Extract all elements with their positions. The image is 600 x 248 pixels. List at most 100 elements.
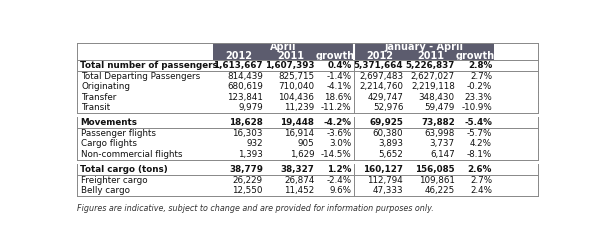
Text: 16,914: 16,914 — [284, 129, 314, 138]
Text: 38,327: 38,327 — [281, 165, 314, 174]
Text: 73,882: 73,882 — [421, 118, 455, 127]
Text: 18,628: 18,628 — [229, 118, 263, 127]
Text: 38,779: 38,779 — [229, 165, 263, 174]
Text: Total Departing Passengers: Total Departing Passengers — [81, 72, 200, 81]
Text: 814,439: 814,439 — [227, 72, 263, 81]
Text: 9.6%: 9.6% — [329, 186, 352, 195]
Text: 2011: 2011 — [277, 51, 304, 61]
Text: 59,479: 59,479 — [424, 103, 455, 112]
Text: 5,652: 5,652 — [379, 150, 403, 159]
Text: 825,715: 825,715 — [278, 72, 314, 81]
Text: January - April: January - April — [384, 42, 463, 52]
Text: 112,794: 112,794 — [367, 176, 403, 185]
Text: 5,226,837: 5,226,837 — [406, 61, 455, 70]
Text: 26,874: 26,874 — [284, 176, 314, 185]
Bar — [213, 51, 265, 60]
Text: 0.4%: 0.4% — [328, 61, 352, 70]
Text: -14.5%: -14.5% — [321, 150, 352, 159]
Text: -4.1%: -4.1% — [326, 82, 352, 91]
Bar — [405, 51, 457, 60]
Text: 2,627,027: 2,627,027 — [410, 72, 455, 81]
Text: 12,550: 12,550 — [232, 186, 263, 195]
Text: 19,448: 19,448 — [281, 118, 314, 127]
Text: Transit: Transit — [81, 103, 110, 112]
Text: 156,085: 156,085 — [415, 165, 455, 174]
Text: Freighter cargo: Freighter cargo — [81, 176, 148, 185]
Text: 26,229: 26,229 — [233, 176, 263, 185]
Text: growth: growth — [456, 51, 495, 61]
Text: 23.3%: 23.3% — [464, 93, 492, 102]
Text: 2.4%: 2.4% — [470, 186, 492, 195]
Text: 2011: 2011 — [418, 51, 445, 61]
Text: 160,127: 160,127 — [363, 165, 403, 174]
Text: -0.2%: -0.2% — [467, 82, 492, 91]
Text: -5.7%: -5.7% — [467, 129, 492, 138]
Bar — [353, 51, 405, 60]
Text: 63,998: 63,998 — [424, 129, 455, 138]
Text: 1,629: 1,629 — [290, 150, 314, 159]
Text: 9,979: 9,979 — [238, 103, 263, 112]
Text: -4.2%: -4.2% — [323, 118, 352, 127]
Text: -11.2%: -11.2% — [321, 103, 352, 112]
Text: 348,430: 348,430 — [419, 93, 455, 102]
Text: 11,452: 11,452 — [284, 186, 314, 195]
Text: 4.2%: 4.2% — [470, 139, 492, 149]
Text: 2012: 2012 — [226, 51, 253, 61]
Bar — [353, 43, 494, 51]
Text: 123,841: 123,841 — [227, 93, 263, 102]
Text: 2.7%: 2.7% — [470, 176, 492, 185]
Text: Movements: Movements — [80, 118, 137, 127]
Bar — [316, 51, 353, 60]
Text: 69,925: 69,925 — [370, 118, 403, 127]
Text: 6,147: 6,147 — [430, 150, 455, 159]
Bar — [265, 51, 316, 60]
Bar — [213, 43, 353, 51]
Text: 3,737: 3,737 — [430, 139, 455, 149]
Text: 109,861: 109,861 — [419, 176, 455, 185]
Text: 2,214,760: 2,214,760 — [359, 82, 403, 91]
Text: -10.9%: -10.9% — [461, 103, 492, 112]
Text: -8.1%: -8.1% — [467, 150, 492, 159]
Text: Total cargo (tons): Total cargo (tons) — [80, 165, 168, 174]
Text: 16,303: 16,303 — [232, 129, 263, 138]
Text: Belly cargo: Belly cargo — [81, 186, 130, 195]
Text: -1.4%: -1.4% — [326, 72, 352, 81]
Text: 429,747: 429,747 — [367, 93, 403, 102]
Text: Transfer: Transfer — [81, 93, 116, 102]
Text: 2.8%: 2.8% — [468, 61, 492, 70]
Text: 3,893: 3,893 — [378, 139, 403, 149]
Text: 905: 905 — [298, 139, 314, 149]
Text: 2012: 2012 — [366, 51, 393, 61]
Text: 5,371,664: 5,371,664 — [354, 61, 403, 70]
Text: 710,040: 710,040 — [278, 82, 314, 91]
Text: 1,393: 1,393 — [238, 150, 263, 159]
Text: 11,239: 11,239 — [284, 103, 314, 112]
Text: Cargo flights: Cargo flights — [81, 139, 137, 149]
Text: 680,619: 680,619 — [227, 82, 263, 91]
Text: 46,225: 46,225 — [425, 186, 455, 195]
Text: 3.0%: 3.0% — [329, 139, 352, 149]
Text: 2.6%: 2.6% — [468, 165, 492, 174]
Text: Non-commercial flights: Non-commercial flights — [81, 150, 182, 159]
Text: Figures are indicative, subject to change and are provided for information purpo: Figures are indicative, subject to chang… — [77, 204, 434, 213]
Text: 1,613,667: 1,613,667 — [213, 61, 263, 70]
Text: 932: 932 — [246, 139, 263, 149]
Text: 2,697,483: 2,697,483 — [359, 72, 403, 81]
Text: Passenger flights: Passenger flights — [81, 129, 156, 138]
Text: 47,333: 47,333 — [373, 186, 403, 195]
Text: 1.2%: 1.2% — [328, 165, 352, 174]
Text: 52,976: 52,976 — [373, 103, 403, 112]
Text: Total number of passengers: Total number of passengers — [80, 61, 218, 70]
Text: Originating: Originating — [81, 82, 130, 91]
Text: 2,219,118: 2,219,118 — [411, 82, 455, 91]
Text: 18.6%: 18.6% — [324, 93, 352, 102]
Text: April: April — [270, 42, 296, 52]
Text: 60,380: 60,380 — [373, 129, 403, 138]
Text: 2.7%: 2.7% — [470, 72, 492, 81]
Text: -3.6%: -3.6% — [326, 129, 352, 138]
Bar — [457, 51, 494, 60]
Text: 1,607,393: 1,607,393 — [265, 61, 314, 70]
Text: -5.4%: -5.4% — [464, 118, 492, 127]
Text: -2.4%: -2.4% — [326, 176, 352, 185]
Text: growth: growth — [316, 51, 355, 61]
